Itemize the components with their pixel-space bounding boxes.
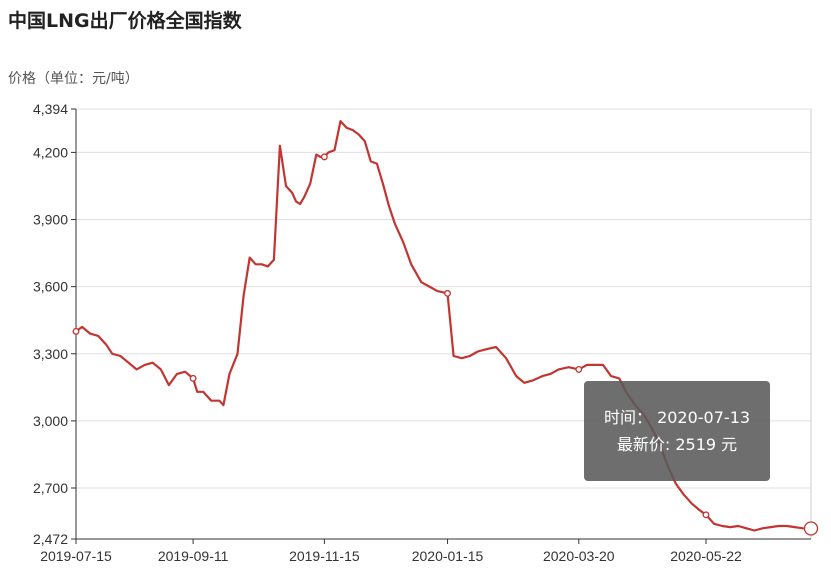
y-tick-label: 2,472 [33, 531, 68, 547]
x-tick-label: 2019-11-15 [289, 548, 360, 564]
series-layer[interactable] [75, 119, 812, 532]
data-markers[interactable] [72, 153, 819, 536]
tooltip-time-label: 时间： [603, 408, 652, 427]
y-tick-label: 4,200 [33, 144, 68, 160]
x-tick-label: 2019-07-15 [40, 548, 112, 564]
data-point[interactable] [444, 289, 451, 297]
tooltip-price-row: 最新价: 2519 元 [584, 431, 770, 458]
tooltip-time-row: 时间： 2020-07-13 [584, 404, 770, 431]
data-point[interactable] [72, 327, 80, 335]
x-tick-label: 2019-09-11 [158, 548, 229, 564]
tooltip: 时间： 2020-07-13 最新价: 2519 元 [584, 381, 770, 481]
axes [71, 108, 811, 544]
hover-point[interactable] [803, 521, 819, 536]
x-tick-label: 2020-03-20 [543, 548, 615, 564]
data-point[interactable] [575, 365, 583, 373]
tick-labels: 2,472 2,700 3,000 3,300 3,600 3,900 4,200 4,394… [33, 101, 742, 564]
y-tick-label: 4,394 [33, 101, 68, 117]
tooltip-price-value: 2519 [675, 435, 717, 454]
x-tick-label: 2020-05-22 [670, 548, 742, 564]
y-tick-label: 3,900 [33, 212, 68, 228]
x-tick-label: 2020-01-15 [412, 548, 484, 564]
y-axis-title: 价格（单位：元/吨） [8, 71, 139, 87]
tooltip-price-unit: 元 [721, 435, 738, 454]
y-tick-label: 3,600 [33, 279, 68, 295]
price-line[interactable] [75, 119, 812, 532]
data-point[interactable] [702, 511, 710, 519]
chart-title: 中国LNG出厂价格全国指数 [8, 10, 242, 32]
data-point[interactable] [189, 374, 197, 382]
tooltip-time-value: 2020-07-13 [657, 408, 751, 427]
data-point[interactable] [320, 153, 328, 161]
y-tick-label: 3,300 [33, 346, 68, 362]
y-tick-label: 2,700 [33, 480, 68, 496]
tooltip-price-label: 最新价: [616, 435, 671, 454]
y-tick-label: 3,000 [33, 413, 68, 429]
